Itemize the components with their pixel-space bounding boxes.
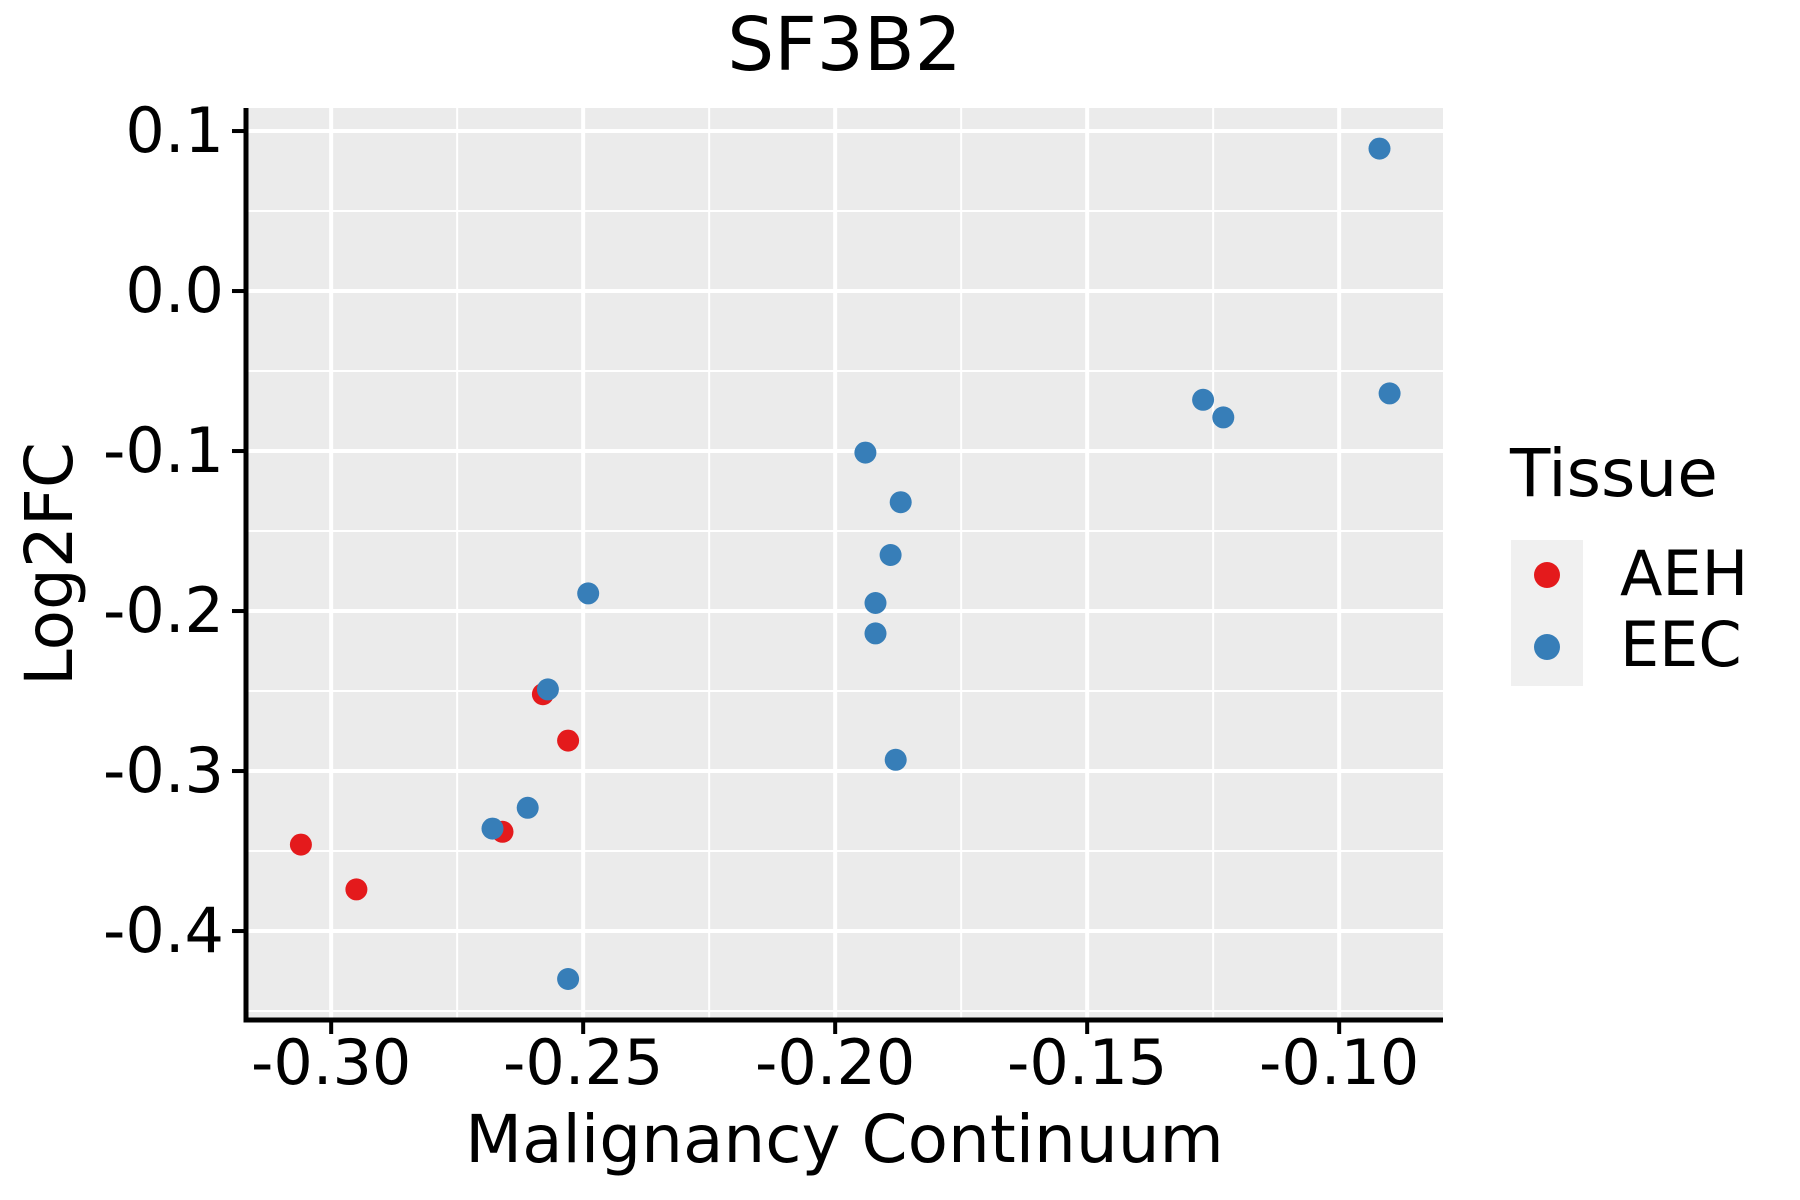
y-tick-label: -0.4 (103, 894, 224, 968)
y-tick-label: -0.3 (103, 734, 224, 808)
data-point-eec (889, 491, 912, 514)
data-point-eec (1368, 137, 1391, 160)
x-tick-label: -0.20 (754, 1026, 916, 1099)
x-tick-label: -0.30 (250, 1026, 412, 1099)
y-tick-label: -0.1 (103, 414, 224, 488)
data-point-eec (864, 592, 887, 614)
data-point-aeh (289, 833, 312, 856)
data-point-eec (854, 441, 877, 464)
legend-dot-eec (1534, 634, 1560, 660)
x-tick-label: -0.25 (502, 1026, 664, 1099)
legend-title: Tissue (1510, 435, 1718, 512)
data-point-eec (577, 582, 600, 605)
y-axis-title: Log2FC (11, 442, 88, 686)
x-tick-label: -0.10 (1258, 1026, 1420, 1099)
legend-keys (1511, 540, 1583, 686)
y-tick-label: 0.0 (125, 254, 224, 328)
legend-label-eec: EEC (1620, 608, 1742, 681)
panel-background (246, 108, 1443, 1020)
data-point-eec (536, 678, 559, 701)
y-tick-label: 0.1 (125, 94, 224, 168)
chart-title: SF3B2 (727, 2, 962, 88)
data-point-eec (1212, 406, 1235, 429)
data-point-aeh (557, 729, 580, 752)
data-point-eec (879, 544, 902, 566)
x-tick-label: -0.15 (1006, 1026, 1168, 1099)
data-point-eec (864, 622, 887, 645)
x-axis-title: Malignancy Continuum (465, 1101, 1224, 1178)
data-point-eec (1378, 382, 1401, 405)
legend-dot-aeh (1534, 562, 1560, 588)
data-point-eec (557, 968, 580, 990)
y-tick-label: -0.2 (103, 574, 224, 648)
data-point-eec (884, 748, 907, 771)
data-point-eec (481, 817, 504, 840)
data-point-eec (1192, 388, 1215, 411)
data-point-aeh (345, 878, 368, 901)
legend-label-aeh: AEH (1620, 537, 1749, 610)
data-point-eec (516, 796, 539, 819)
